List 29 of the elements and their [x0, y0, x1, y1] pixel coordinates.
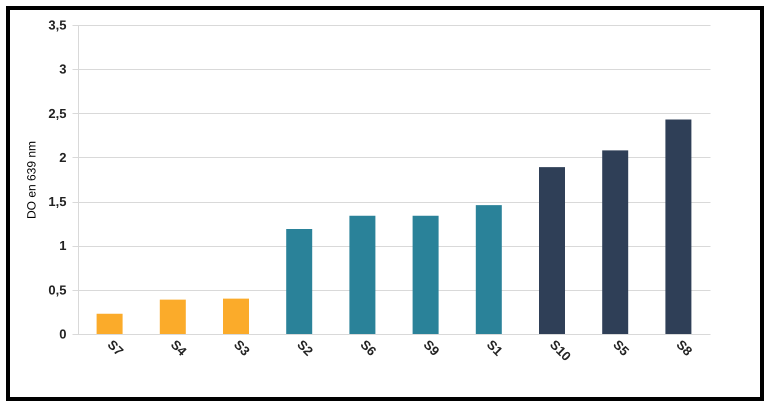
y-tick-label: 3: [59, 62, 66, 77]
x-tick-label: S9: [420, 336, 443, 359]
x-tick-label: S10: [547, 336, 574, 364]
x-tick-label: S6: [357, 336, 380, 359]
x-tick-label: S3: [231, 336, 253, 359]
bar: [539, 167, 565, 334]
bar: [96, 314, 123, 334]
bar: [476, 205, 502, 334]
bar: [349, 216, 376, 334]
x-tick-label: S8: [673, 336, 696, 359]
bar: [160, 300, 186, 334]
bar: [602, 150, 628, 334]
y-tick-label: 0: [59, 326, 66, 342]
bar: [412, 216, 439, 334]
y-tick-label: 0,5: [48, 282, 66, 298]
y-tick-label: 1: [59, 238, 66, 254]
y-tick-label: 2: [59, 150, 66, 165]
bar: [223, 298, 249, 334]
x-tick-label: S1: [484, 336, 506, 359]
x-tick-label: S2: [294, 336, 316, 359]
y-tick-label: 3,5: [48, 18, 66, 32]
y-tick-label: 1,5: [48, 194, 66, 210]
y-axis-title: DO en 639 nm: [24, 140, 38, 220]
bar: [286, 228, 312, 334]
y-tick-label: 2,5: [48, 106, 66, 121]
x-tick-label: S4: [168, 336, 190, 360]
x-tick-label: S7: [104, 336, 127, 359]
x-tick-label: S5: [610, 336, 632, 359]
bar: [665, 119, 692, 334]
